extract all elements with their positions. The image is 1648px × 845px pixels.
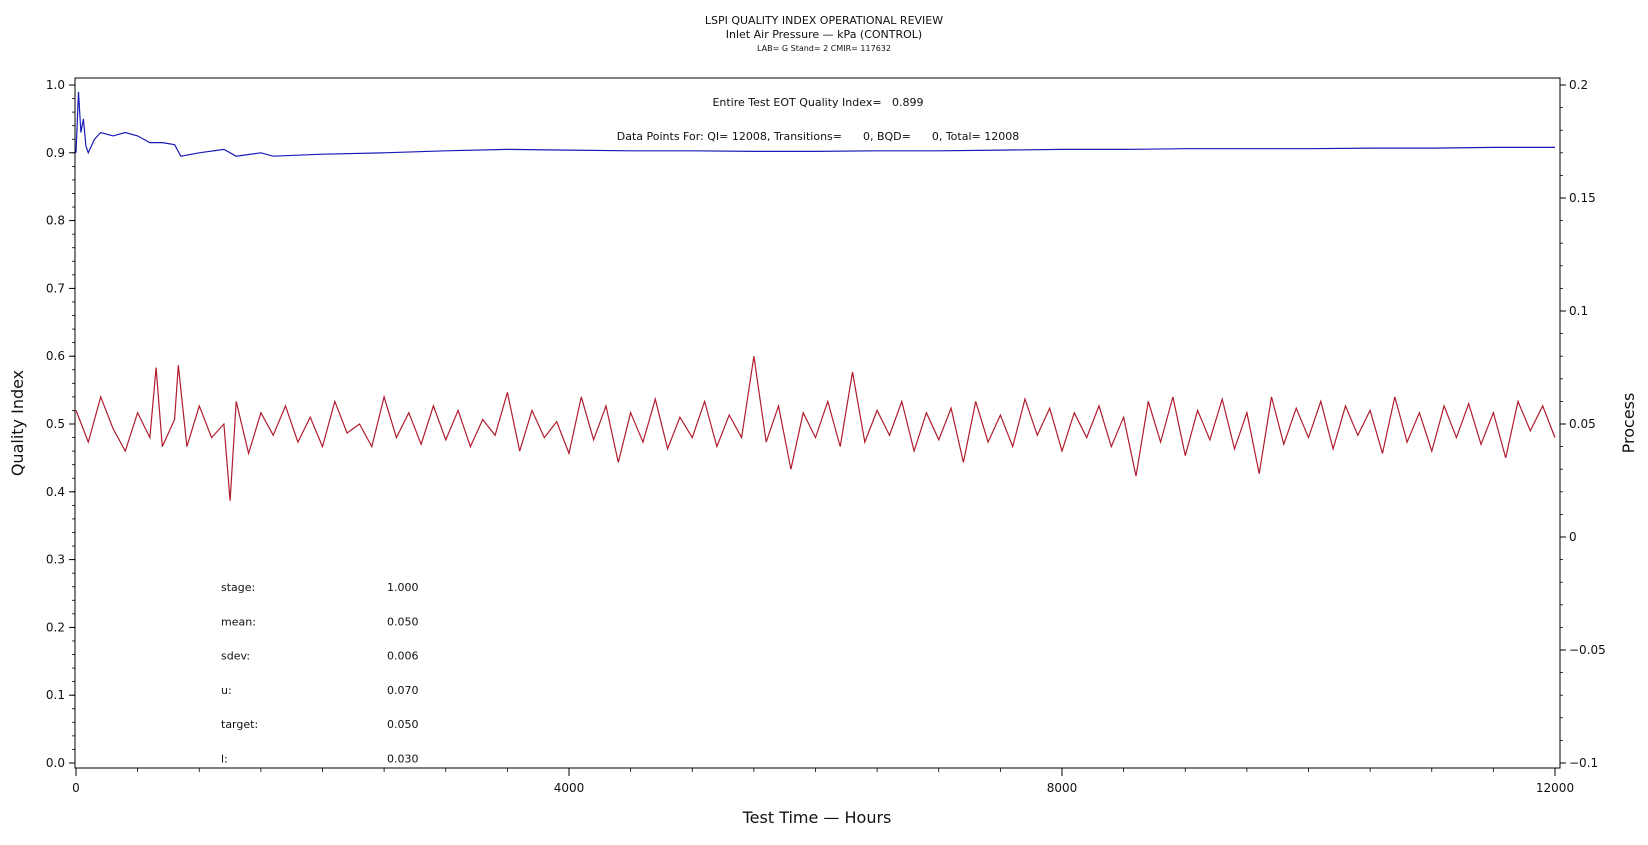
y2-tick-label: 0.2 [1569,78,1588,92]
y-tick-label: 0.9 [46,146,65,160]
y2-tick-label: 0.15 [1569,191,1596,205]
chart-sub-subtitle: LAB= G Stand= 2 CMIR= 117632 [757,44,891,53]
stat-value: 0.070 [387,684,419,697]
stats-block: stage: 1.000 mean: 0.050 sdev: 0.006 u: 0.070 ta… [221,581,419,766]
x-tick-label: 0 [72,781,80,795]
stat-value: 0.050 [387,718,419,731]
stat-value: 0.030 [387,753,419,766]
y2-tick-label: 0.05 [1569,417,1596,431]
stat-label: u: [221,684,232,697]
chart-subtitle: Inlet Air Pressure — kPa (CONTROL) [726,28,922,41]
left-axis: 0.0 0.1 0.2 0.3 0.4 0.5 0.6 0.7 0.8 0.9 1.0 [46,78,75,770]
x-tick-label: 12000 [1536,781,1574,795]
stat-label: sdev: [221,650,250,663]
y-tick-label: 0.4 [46,485,65,499]
stat-value: 0.050 [387,615,419,628]
data-points-annotation: Data Points For: QI= 12008, Transitions=… [617,130,1019,143]
y-tick-label: 0.0 [46,756,65,770]
stat-label: target: [221,718,258,731]
y-tick-label: 0.7 [46,281,65,295]
quality-index-series-line [75,91,1555,157]
stat-label: mean: [221,615,256,628]
y2-axis-label: Process [1619,393,1638,454]
y2-tick-label: −0.1 [1569,756,1598,770]
y-tick-label: 0.1 [46,688,65,702]
y2-tick-label: −0.05 [1569,643,1606,657]
x-tick-label: 4000 [554,781,585,795]
y-tick-label: 0.6 [46,349,65,363]
x-axis: 0 4000 8000 12000 [72,768,1574,795]
stat-label: stage: [221,581,255,594]
y2-tick-label: 0.1 [1569,304,1588,318]
y-tick-label: 0.3 [46,553,65,567]
stat-value: 0.006 [387,650,419,663]
plot-area-frame [74,77,1561,769]
process-series-line [75,356,1556,501]
stat-label: l: [221,753,228,766]
y2-tick-label: 0 [1569,530,1577,544]
y-axis-label: Quality Index [8,370,27,476]
chart-title: LSPI QUALITY INDEX OPERATIONAL REVIEW [705,14,943,27]
y-tick-label: 1.0 [46,78,65,92]
right-axis: −0.1 −0.05 0 0.05 0.1 0.15 0.2 [1560,78,1606,770]
y-tick-label: 0.2 [46,620,65,634]
stat-value: 1.000 [387,581,419,594]
x-tick-label: 8000 [1047,781,1078,795]
x-axis-label: Test Time — Hours [742,808,892,827]
y-tick-label: 0.5 [46,417,65,431]
eot-quality-index-annotation: Entire Test EOT Quality Index= 0.899 [712,96,923,109]
y-tick-label: 0.8 [46,214,65,228]
